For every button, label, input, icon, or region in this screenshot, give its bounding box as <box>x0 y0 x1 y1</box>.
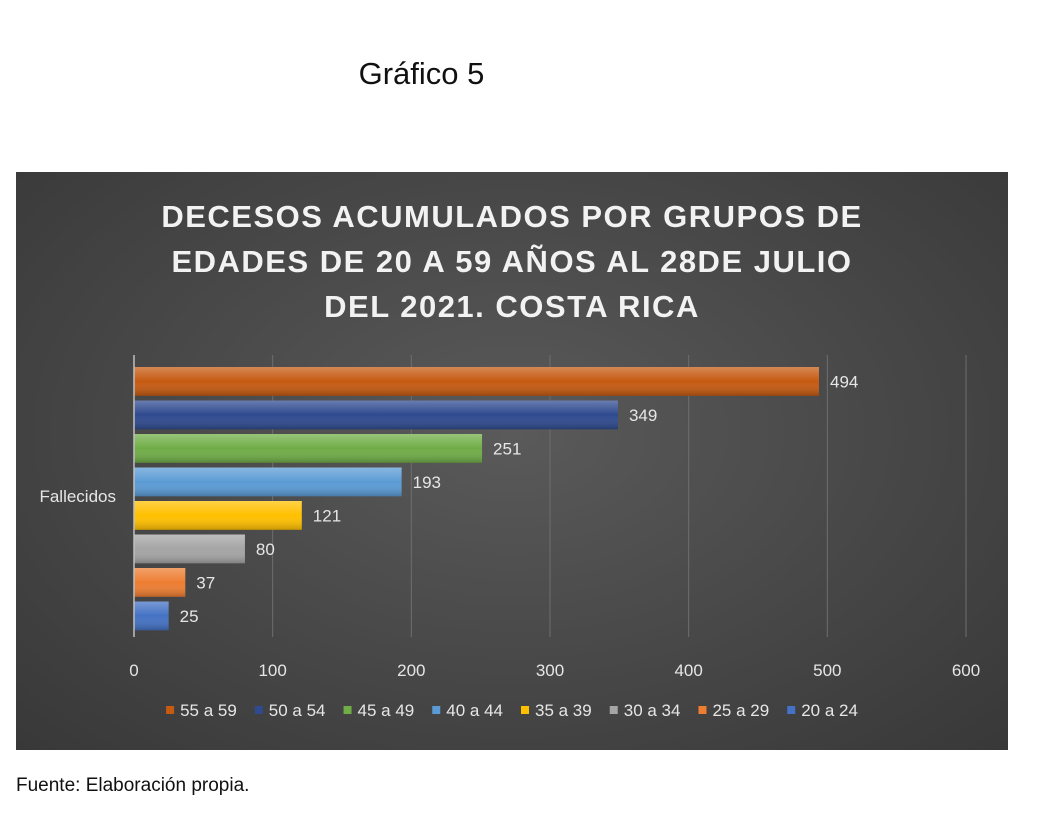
legend-entry: 20 a 24 <box>801 701 858 720</box>
chart-title-line-2: EDADES DE 20 A 59 AÑOS AL 28DE JULIO <box>171 244 853 279</box>
bar-shading <box>134 501 302 530</box>
x-tick-label: 200 <box>397 661 425 680</box>
data-label: 80 <box>256 540 275 559</box>
data-label: 251 <box>493 439 521 458</box>
chart-container: DECESOS ACUMULADOS POR GRUPOS DE EDADES … <box>16 172 1008 750</box>
data-label: 121 <box>313 506 341 525</box>
data-label: 37 <box>196 573 215 592</box>
chart-title-line-3: DEL 2021. COSTA RICA <box>324 289 700 324</box>
bar-shading <box>134 601 169 631</box>
data-label: 494 <box>830 372 858 391</box>
source-note: Fuente: Elaboración propia. <box>16 775 250 796</box>
bar-shading <box>134 434 483 463</box>
figure-caption: Gráfico 5 <box>358 56 485 91</box>
bar-shading <box>134 467 402 497</box>
legend-swatch <box>254 706 263 714</box>
legend-entry: 45 a 49 <box>358 701 415 720</box>
x-tick-label: 500 <box>813 661 841 680</box>
legend-swatch <box>343 706 352 714</box>
legend-swatch <box>521 706 529 714</box>
x-tick-label: 400 <box>674 661 702 680</box>
data-label: 349 <box>629 406 657 425</box>
x-tick-label: 600 <box>952 661 980 680</box>
bar-shading <box>134 534 245 564</box>
legend-entry: 50 a 54 <box>269 701 326 720</box>
bar-chart-plot: 494 349 251 193 121 80 37 25 Fallecidos 0 100 200 30… <box>39 355 980 720</box>
legend-entry: 35 a 39 <box>535 701 592 720</box>
chart-title: DECESOS ACUMULADOS POR GRUPOS DE EDADES … <box>76 194 948 329</box>
x-tick-label: 0 <box>129 661 138 680</box>
legend-swatch <box>609 706 618 714</box>
legend-swatch <box>432 706 441 714</box>
legend-entry: 30 a 34 <box>624 701 681 720</box>
legend-entry: 25 a 29 <box>712 701 769 720</box>
data-label: 193 <box>413 473 441 492</box>
x-tick-label: 300 <box>536 661 564 680</box>
legend-swatch <box>787 706 796 714</box>
bar-shading <box>134 367 820 396</box>
legend-entry: 40 a 44 <box>446 701 503 720</box>
legend-swatch <box>166 706 175 714</box>
bar-shading <box>134 400 618 430</box>
bar-shading <box>134 568 186 597</box>
x-tick-label: 100 <box>258 661 286 680</box>
legend-entry: 55 a 59 <box>180 701 237 720</box>
data-label: 25 <box>180 607 199 626</box>
legend-swatch <box>698 706 707 714</box>
chart-title-line-1: DECESOS ACUMULADOS POR GRUPOS DE <box>161 199 863 234</box>
category-label: Fallecidos <box>39 487 116 506</box>
